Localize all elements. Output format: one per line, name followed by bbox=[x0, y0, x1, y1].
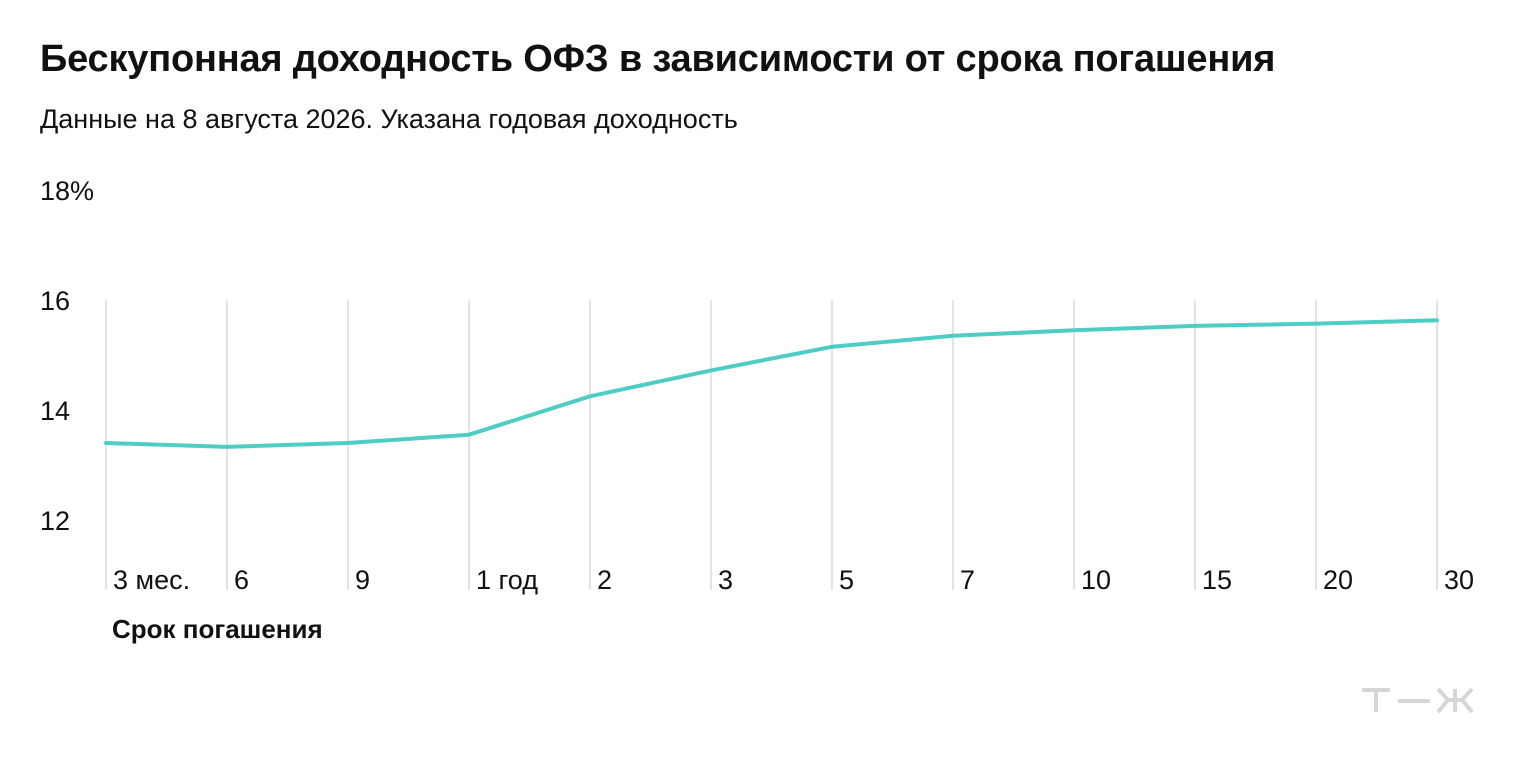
y-tick-label: 14 bbox=[40, 396, 70, 426]
series-layer bbox=[104, 318, 1439, 449]
x-tick-label: 3 мес. bbox=[113, 565, 190, 595]
x-tick-label: 7 bbox=[960, 565, 975, 595]
x-tick-label: 20 bbox=[1323, 565, 1353, 595]
tzh-logo-icon bbox=[1362, 687, 1474, 714]
y-axis-ticks: 18% 16 14 12 bbox=[40, 176, 94, 536]
y-tick-label: 12 bbox=[40, 506, 70, 536]
x-tick-label: 9 bbox=[355, 565, 370, 595]
x-tick-label: 10 bbox=[1081, 565, 1111, 595]
x-tick-label: 3 bbox=[718, 565, 733, 595]
x-axis-ticks: 3 мес. 6 9 1 год 2 3 5 7 10 15 20 30 bbox=[113, 565, 1474, 595]
x-axis-label: Срок погашения bbox=[112, 614, 323, 644]
y-tick-label: 18% bbox=[40, 176, 94, 206]
x-tick-label: 30 bbox=[1444, 565, 1474, 595]
x-tick-label: 1 год bbox=[476, 565, 538, 595]
series-line bbox=[104, 318, 1439, 449]
chart-title: Бескупонная доходность ОФЗ в зависимости… bbox=[40, 38, 1276, 80]
x-tick-label: 6 bbox=[234, 565, 249, 595]
y-tick-label: 16 bbox=[40, 286, 70, 316]
x-tick-label: 15 bbox=[1202, 565, 1232, 595]
x-tick-label: 2 bbox=[597, 565, 612, 595]
x-tick-label: 5 bbox=[839, 565, 854, 595]
chart-subtitle: Данные на 8 августа 2026. Указана годова… bbox=[40, 104, 738, 134]
grid-lines bbox=[105, 300, 1438, 590]
